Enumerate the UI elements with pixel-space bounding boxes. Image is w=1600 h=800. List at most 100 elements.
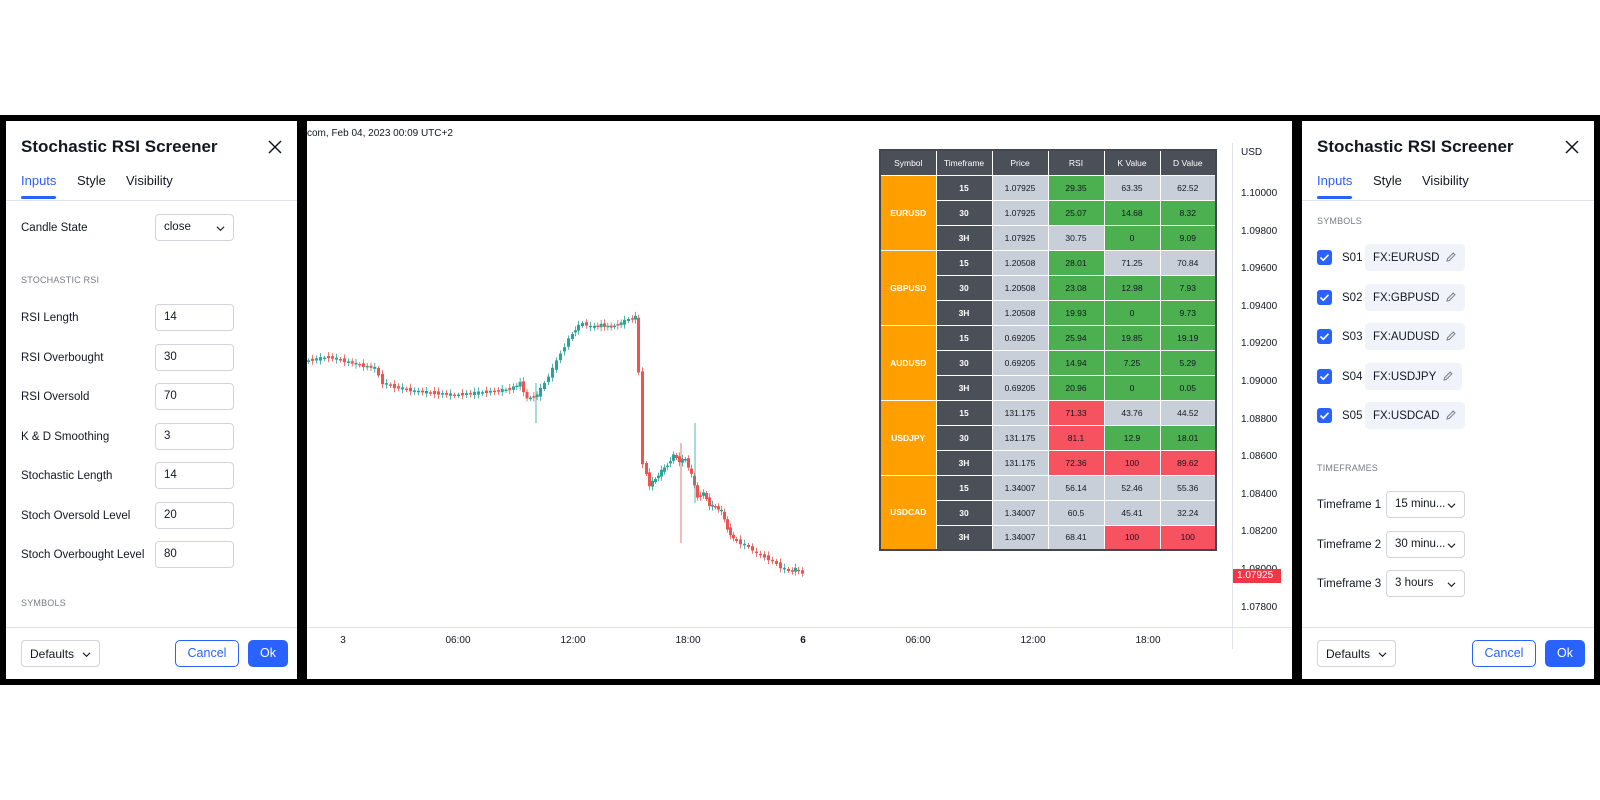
candle-state-select[interactable]: close xyxy=(155,214,234,241)
symbol-checkbox[interactable] xyxy=(1317,408,1332,423)
screener-timeframe-cell: 3H xyxy=(935,299,993,326)
candle-body xyxy=(675,455,678,458)
cancel-button[interactable]: Cancel xyxy=(175,640,239,667)
screener-row: USDCAD 15 1.34007 56.14 52.46 55.36 xyxy=(879,474,1217,551)
number-input[interactable]: 70 xyxy=(155,383,234,410)
section-stochastic-rsi: STOCHASTIC RSI xyxy=(21,275,100,285)
screener-price-cell: 1.07925 xyxy=(991,174,1049,201)
tab-visibility[interactable]: Visibility xyxy=(126,173,173,188)
screener-timeframe-cell: 30 xyxy=(935,274,993,301)
symbol-select[interactable]: FX:USDJPY xyxy=(1365,362,1463,390)
symbol-select[interactable]: FX:EURUSD xyxy=(1365,244,1466,271)
pencil-icon[interactable] xyxy=(1442,370,1454,382)
candle-body xyxy=(567,338,570,347)
pencil-icon[interactable] xyxy=(1445,251,1457,263)
screener-timeframe-cell: 15 xyxy=(935,324,993,351)
number-input[interactable]: 80 xyxy=(155,541,234,568)
checkmark-icon xyxy=(1319,254,1330,262)
price-tick-label: 1.09800 xyxy=(1241,225,1278,237)
candle-body xyxy=(311,358,314,361)
candle-body xyxy=(657,475,660,479)
cancel-button[interactable]: Cancel xyxy=(1472,640,1536,667)
tab-style[interactable]: Style xyxy=(77,173,106,188)
field-label: Stochastic Length xyxy=(21,470,113,482)
candle-body xyxy=(678,456,681,463)
candle-body xyxy=(735,539,738,541)
candle-body xyxy=(645,463,648,474)
candle-body xyxy=(319,357,322,361)
candle-body xyxy=(508,387,512,391)
candle-body xyxy=(457,394,460,397)
tab-style[interactable]: Style xyxy=(1373,173,1402,188)
symbol-checkbox[interactable] xyxy=(1317,368,1332,384)
symbol-select[interactable]: FX:GBPUSD xyxy=(1365,283,1466,311)
candle-body xyxy=(801,570,804,574)
timeframe-select[interactable]: 3 hours xyxy=(1386,570,1465,597)
candle-body xyxy=(623,319,626,325)
candle-body xyxy=(771,559,774,562)
candle-body xyxy=(413,390,416,392)
price-axis[interactable]: USD 1.10000 1.09800 1.09600 1.09400 1.09200 1… xyxy=(1232,143,1292,649)
candle-body xyxy=(500,388,504,393)
close-icon[interactable] xyxy=(1562,137,1582,157)
candle-body xyxy=(315,358,318,361)
symbol-value: FX:AUDUSD xyxy=(1373,331,1440,343)
candle-body xyxy=(489,390,492,393)
symbol-select[interactable]: FX:AUDUSD xyxy=(1365,323,1466,350)
chevron-down-icon xyxy=(1447,503,1456,509)
pencil-icon[interactable] xyxy=(1445,291,1457,303)
field-label: RSI Length xyxy=(21,312,79,324)
number-input[interactable]: 30 xyxy=(155,343,234,371)
timeframe-select[interactable]: 30 minu... xyxy=(1386,530,1465,558)
pencil-icon[interactable] xyxy=(1445,409,1457,421)
screener-rsi-cell: 30.75 xyxy=(1047,224,1105,251)
ok-button[interactable]: Ok xyxy=(248,640,288,667)
tab-inputs[interactable]: Inputs xyxy=(1317,173,1353,199)
defaults-button[interactable]: Defaults xyxy=(1317,640,1396,667)
screener-price-cell: 1.07925 xyxy=(991,224,1049,251)
field-label: RSI Overbought xyxy=(21,351,104,364)
symbol-checkbox[interactable] xyxy=(1317,289,1332,305)
candle-body xyxy=(437,391,440,395)
screener-d-cell: 100 xyxy=(1159,524,1217,551)
chart-panel[interactable]: com, Feb 04, 2023 00:09 UTC+2 Symbol Tim… xyxy=(307,121,1292,679)
candle-body xyxy=(708,497,711,507)
timeframe-select[interactable]: 15 minu... xyxy=(1386,491,1465,518)
symbol-checkbox[interactable] xyxy=(1317,250,1332,265)
screener-k-cell: 52.46 xyxy=(1103,474,1161,501)
pencil-icon[interactable] xyxy=(1445,330,1457,342)
screener-timeframe-cell: 15 xyxy=(935,174,993,201)
defaults-label: Defaults xyxy=(30,647,75,661)
symbol-checkbox[interactable] xyxy=(1317,329,1332,344)
time-tick-label: 3 xyxy=(340,635,346,646)
screener-row: 30 0.69205 14.94 7.25 5.29 xyxy=(880,349,1217,376)
tab-inputs[interactable]: Inputs xyxy=(21,173,57,199)
screener-k-cell: 63.35 xyxy=(1103,174,1161,201)
number-input[interactable]: 20 xyxy=(155,501,234,529)
candle-body xyxy=(522,381,525,393)
candle-body xyxy=(794,567,797,572)
screener-d-cell: 44.52 xyxy=(1159,399,1217,426)
number-input[interactable]: 14 xyxy=(155,462,234,489)
screener-rsi-cell: 23.08 xyxy=(1047,274,1105,301)
candle-body xyxy=(589,325,592,328)
time-tick-label: 06:00 xyxy=(445,635,471,646)
candle-body xyxy=(767,555,770,561)
tab-visibility[interactable]: Visibility xyxy=(1422,173,1469,188)
time-axis[interactable]: 3 06:00 12:00 18:00 6 06:00 12:00 18:00 xyxy=(307,627,1292,649)
close-icon[interactable] xyxy=(265,137,285,157)
defaults-button[interactable]: Defaults xyxy=(21,640,100,667)
candle-body xyxy=(723,511,726,520)
screener-header-row: Symbol Timeframe Price RSI K Value D Val… xyxy=(879,149,1217,176)
screener-row: 3H 1.20508 19.93 0 9.73 xyxy=(880,299,1217,326)
header-k-value: K Value xyxy=(1103,149,1161,176)
candle-body xyxy=(377,368,380,376)
price-tick-label: 1.08600 xyxy=(1241,451,1278,463)
number-input[interactable]: 14 xyxy=(155,304,234,331)
candle-body xyxy=(732,534,735,539)
symbol-select[interactable]: FX:USDCAD xyxy=(1365,402,1466,429)
time-tick-label: 6 xyxy=(800,635,806,646)
settings-dialog-right: Stochastic RSI Screener Inputs Style Vis… xyxy=(1302,121,1594,679)
ok-button[interactable]: Ok xyxy=(1545,640,1585,667)
number-input[interactable]: 3 xyxy=(155,422,234,450)
